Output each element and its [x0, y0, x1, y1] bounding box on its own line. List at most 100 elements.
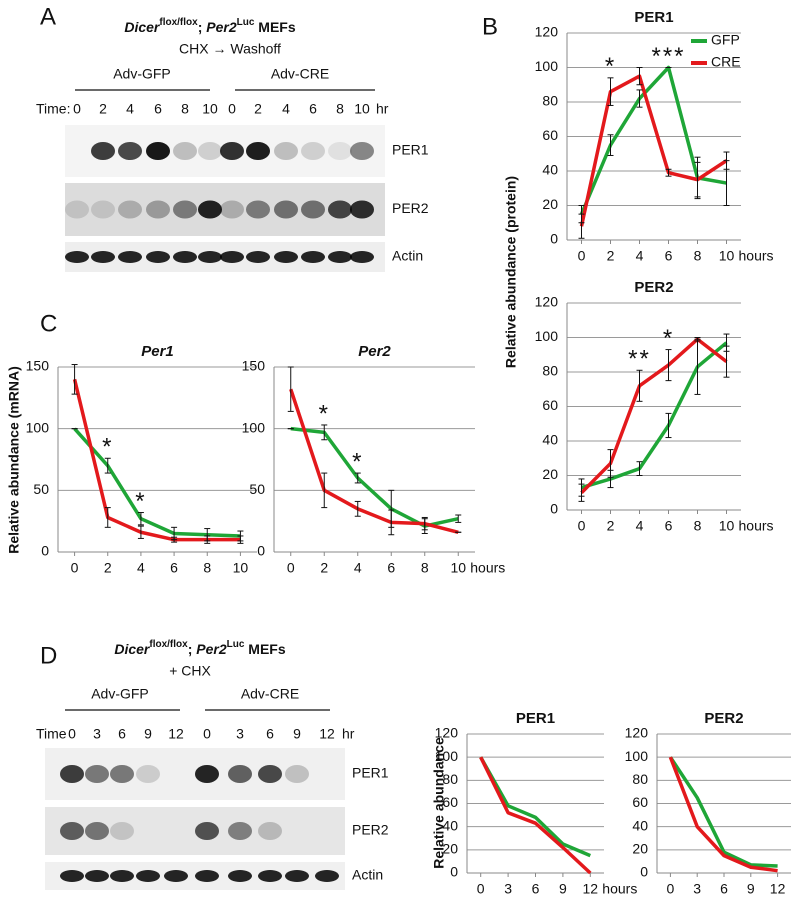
x-tick-label: 8 — [203, 560, 211, 576]
error-bar — [636, 369, 643, 402]
band — [173, 200, 197, 219]
title-part: ; — [198, 19, 207, 35]
x-axis-label: hours — [739, 248, 774, 264]
band — [198, 200, 222, 219]
y-tick-label: 40 — [632, 817, 648, 833]
x-tick-label: 2 — [320, 560, 328, 576]
time-point: 2 — [99, 101, 107, 117]
panel-letter: D — [40, 642, 57, 669]
error-bar — [287, 366, 294, 412]
y-tick-label: 40 — [442, 817, 458, 833]
y-tick-label: 120 — [625, 725, 649, 741]
time-label: Time — [36, 726, 67, 742]
error-bar — [204, 535, 211, 544]
band — [85, 822, 109, 840]
series-line — [579, 65, 727, 215]
error-bar — [104, 457, 111, 474]
x-tick-label: 10 — [719, 518, 735, 534]
time-point: 3 — [93, 726, 101, 742]
x-tick-label: 6 — [665, 518, 673, 534]
error-bar — [665, 349, 672, 382]
chart-title: PER2 — [704, 710, 743, 727]
band — [246, 251, 270, 263]
significance-mark: * — [663, 325, 674, 352]
series-line — [579, 74, 728, 227]
significance-mark: * — [352, 448, 363, 475]
error-bar — [607, 77, 614, 106]
band — [91, 142, 115, 160]
x-tick-label: 0 — [287, 560, 295, 576]
time-point: 6 — [266, 726, 274, 742]
band — [274, 142, 298, 160]
error-bar — [321, 472, 328, 509]
band — [328, 142, 352, 160]
band — [198, 142, 222, 160]
time-point: 0 — [203, 726, 211, 742]
series-line — [479, 756, 592, 875]
chart-title: Per1 — [141, 343, 174, 360]
x-tick-label: 0 — [477, 881, 485, 897]
y-tick-label: 100 — [242, 419, 266, 435]
y-tick-label: 20 — [542, 466, 558, 482]
legend-label: GFP — [711, 32, 740, 48]
x-tick-label: 2 — [607, 518, 615, 534]
y-tick-label: 40 — [542, 432, 558, 448]
time-point: 10 — [354, 101, 370, 117]
time-point: 4 — [282, 101, 290, 117]
band — [328, 200, 352, 219]
y-tick-label: 100 — [625, 748, 649, 764]
series-line — [479, 756, 591, 858]
y-tick-label: 50 — [249, 481, 265, 497]
title-part: ; — [188, 641, 197, 657]
y-tick-label: 80 — [632, 771, 648, 787]
band — [146, 251, 170, 263]
title-part: Luc — [237, 17, 255, 28]
band — [173, 251, 197, 263]
error-bar — [321, 424, 328, 441]
x-tick-label: 0 — [667, 881, 675, 897]
x-tick-label: 4 — [137, 560, 145, 576]
series-line — [289, 388, 459, 534]
time-point: 2 — [254, 101, 262, 117]
time-point: 0 — [73, 101, 81, 117]
y-tick-label: 20 — [632, 841, 648, 857]
chart-title: PER1 — [516, 710, 555, 727]
error-bar — [636, 461, 643, 476]
error-bar — [694, 337, 701, 342]
y-tick-label: 60 — [442, 794, 458, 810]
x-tick-label: 3 — [504, 881, 512, 897]
time-point: 6 — [309, 101, 317, 117]
y-tick-label: 20 — [442, 841, 458, 857]
x-tick-label: 0 — [71, 560, 79, 576]
band — [220, 200, 244, 219]
treatment: CHX → Washoff — [179, 41, 281, 57]
band — [110, 870, 134, 882]
chart-title: PER1 — [634, 9, 673, 26]
time-unit: hr — [376, 101, 389, 117]
series-line — [580, 337, 728, 494]
error-bar — [636, 89, 643, 108]
y-tick-label: 50 — [33, 481, 49, 497]
group-label: Adv-GFP — [91, 686, 149, 702]
band — [118, 142, 142, 160]
band — [60, 822, 84, 840]
y-tick-label: 0 — [257, 543, 265, 559]
x-tick-label: 3 — [693, 881, 701, 897]
error-bar — [388, 509, 395, 536]
significance-mark: * — [605, 53, 616, 80]
time-point: 8 — [336, 101, 344, 117]
y-tick-label: 80 — [442, 771, 458, 787]
x-axis-label: hours — [739, 518, 774, 534]
band — [301, 251, 325, 263]
x-tick-label: 0 — [578, 518, 586, 534]
title-part: flox/flox — [149, 639, 188, 650]
y-tick-label: 100 — [435, 748, 459, 764]
y-tick-label: 0 — [450, 864, 458, 880]
band — [274, 251, 298, 263]
y-tick-label: 20 — [542, 196, 558, 212]
time-label: Time: — [36, 101, 70, 117]
error-bar — [455, 514, 462, 523]
y-tick-label: 0 — [550, 501, 558, 517]
blot-label: PER2 — [392, 200, 429, 216]
title-part: Dicer — [114, 641, 151, 657]
